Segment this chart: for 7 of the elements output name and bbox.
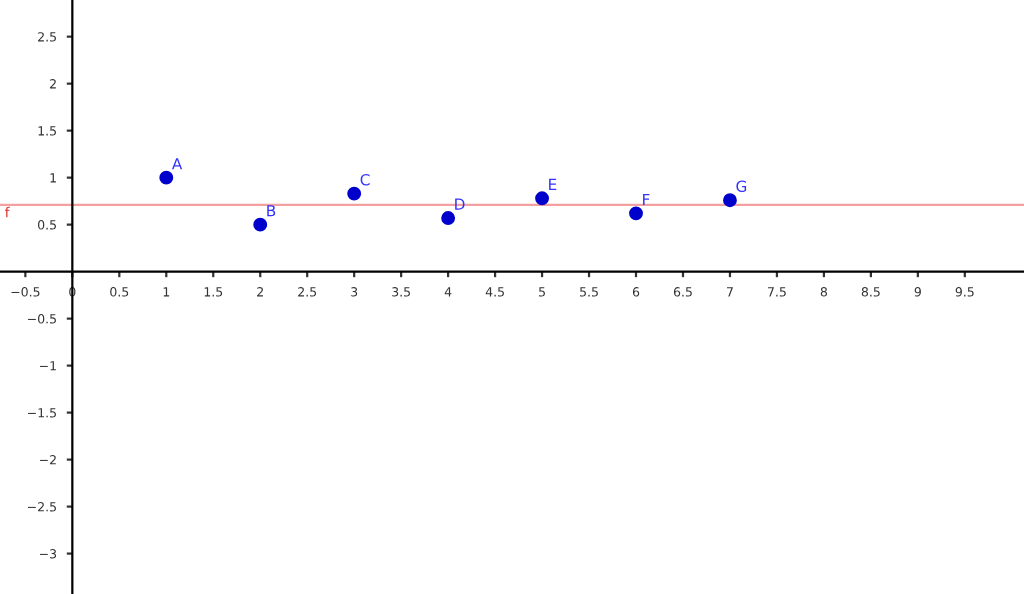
point [723, 193, 737, 208]
point [253, 217, 268, 232]
point [629, 206, 643, 221]
point [441, 211, 456, 225]
point [347, 186, 362, 201]
point [535, 191, 550, 206]
point [159, 170, 174, 185]
